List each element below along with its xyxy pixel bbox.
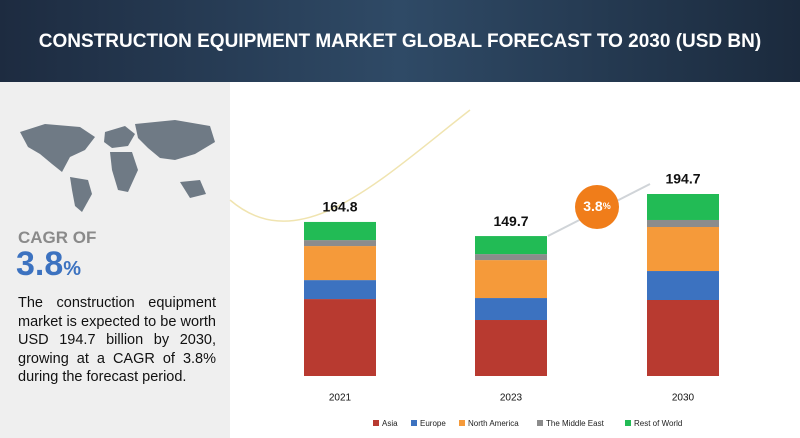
cagr-unit: % — [63, 258, 82, 280]
bar-segment — [304, 221, 376, 241]
cagr-bubble-text: 3.8% — [583, 198, 610, 214]
bar-segment — [304, 280, 376, 300]
header — [0, 0, 800, 82]
bar-segment — [647, 194, 719, 220]
x-tick-label: 2030 — [672, 393, 695, 404]
bar-segment — [475, 254, 547, 261]
cagr-number: 3.8 — [16, 245, 64, 283]
left-panel: CAGR OF 3.8% The construction equipment … — [0, 82, 230, 438]
legend-swatch — [625, 420, 631, 426]
bar-segment — [647, 271, 719, 301]
bar-segment — [647, 300, 719, 376]
cagr-bubble — [575, 185, 619, 229]
cagr-arrow — [547, 183, 651, 237]
legend-swatch — [411, 420, 417, 426]
total-label: 194.7 — [665, 171, 700, 187]
legend-label: The Middle East — [546, 419, 605, 428]
bar-segment — [647, 226, 719, 272]
x-tick-label: 2023 — [500, 393, 523, 404]
bar-segment — [475, 298, 547, 321]
cagr-bubble-number: 3.8 — [583, 198, 603, 214]
bar-segment — [475, 260, 547, 299]
legend-label: Rest of World — [634, 419, 682, 428]
legend-swatch — [373, 420, 379, 426]
cagr-bubble-unit: % — [603, 201, 611, 211]
bar-segment — [475, 236, 547, 255]
decor-curve — [229, 109, 471, 222]
world-map — [20, 120, 215, 212]
legend-label: Europe — [420, 419, 446, 428]
bar-segment — [304, 240, 376, 247]
cagr-label: CAGR OF — [18, 228, 97, 247]
bar-segment — [475, 320, 547, 376]
total-label: 164.8 — [322, 199, 357, 215]
cagr-value: 3.8% — [16, 245, 81, 284]
chart-title: CONSTRUCTION EQUIPMENT MARKET GLOBAL FOR… — [39, 31, 761, 52]
bar-segment — [304, 246, 376, 281]
description: The construction equipment market is exp… — [18, 295, 216, 385]
bar-segment — [647, 219, 719, 227]
x-tick-label: 2021 — [329, 393, 352, 404]
legend-label: North America — [468, 419, 519, 428]
legend-swatch — [537, 420, 543, 426]
legend-swatch — [459, 420, 465, 426]
legend-label: Asia — [382, 419, 398, 428]
bar-segment — [304, 299, 376, 376]
total-label: 149.7 — [493, 213, 528, 229]
